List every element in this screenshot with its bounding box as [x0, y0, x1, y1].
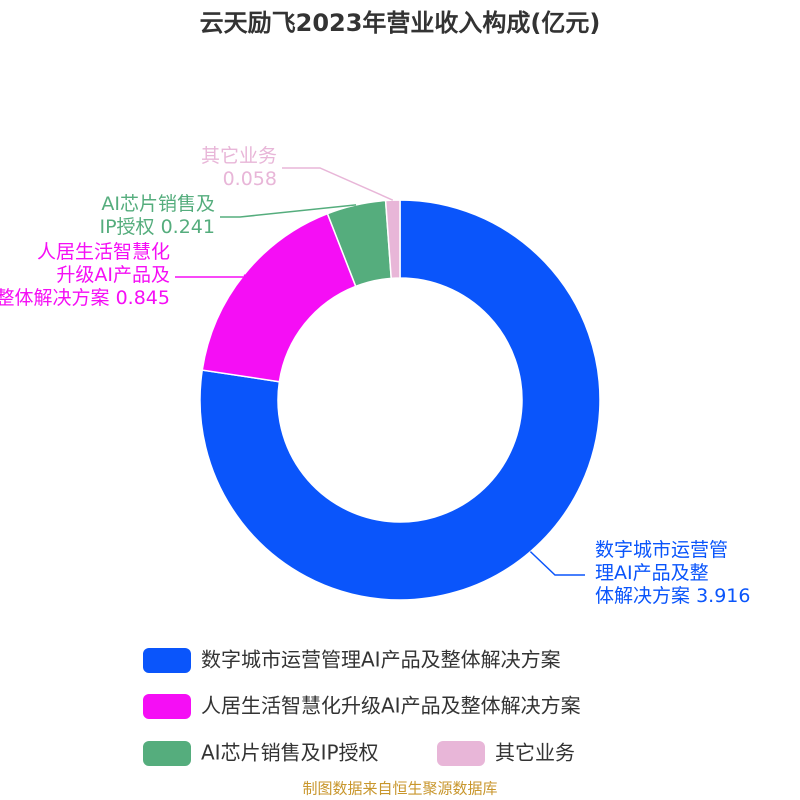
leader-line — [282, 167, 394, 201]
donut-slice — [199, 199, 601, 601]
label-name: 人居生活智慧化升级AI产品及整体解决方案 — [0, 241, 170, 309]
legend-label: 其它业务 — [495, 741, 575, 765]
legend-label: 数字城市运营管理AI产品及整体解决方案 — [201, 648, 561, 672]
label-line: IP授权 — [99, 216, 154, 238]
leader-line — [175, 274, 251, 278]
slice-label: 其它业务 0.058 — [201, 145, 277, 190]
slice-label: 数字城市运营管理AI产品及整体解决方案 3.916 — [595, 539, 750, 607]
donut-slice — [384, 199, 401, 280]
label-line: 其它业务 — [201, 145, 277, 167]
slice-label: 人居生活智慧化升级AI产品及整体解决方案 0.845 — [0, 241, 170, 309]
label-value: 0.845 — [116, 287, 170, 309]
legend-swatch — [143, 741, 191, 766]
label-name: AI芯片销售及 IP授权 — [99, 193, 215, 238]
label-line: 人居生活智慧化 — [37, 241, 170, 263]
legend-swatch — [143, 694, 191, 719]
slice-label: AI芯片销售及 IP授权 0.241 — [99, 193, 215, 238]
label-line: 理AI产品及整 — [595, 562, 709, 584]
label-line: 数字城市运营管 — [595, 539, 728, 561]
leader-line — [529, 551, 585, 576]
leader-line — [220, 204, 357, 218]
donut-slice — [201, 212, 357, 383]
label-value: 0.241 — [161, 216, 215, 238]
label-line: 整体解决方案 — [0, 287, 110, 309]
legend-label: AI芯片销售及IP授权 — [201, 741, 379, 765]
label-name: 其它业务 — [201, 145, 277, 167]
legend-label: 人居生活智慧化升级AI产品及整体解决方案 — [201, 694, 581, 718]
chart-title: 云天励飞2023年营业收入构成(亿元) — [200, 9, 601, 37]
label-line: 体解决方案 — [595, 585, 690, 607]
label-name: 数字城市运营管理AI产品及整体解决方案 — [595, 539, 728, 607]
label-value: 0.058 — [223, 168, 277, 190]
legend-swatch — [437, 741, 485, 766]
label-line: AI芯片销售及 — [101, 193, 215, 215]
label-line: 升级AI产品及 — [56, 264, 170, 286]
label-value: 3.916 — [696, 585, 750, 607]
legend-swatch — [143, 648, 191, 673]
source-note: 制图数据来自恒生聚源数据库 — [302, 780, 497, 798]
